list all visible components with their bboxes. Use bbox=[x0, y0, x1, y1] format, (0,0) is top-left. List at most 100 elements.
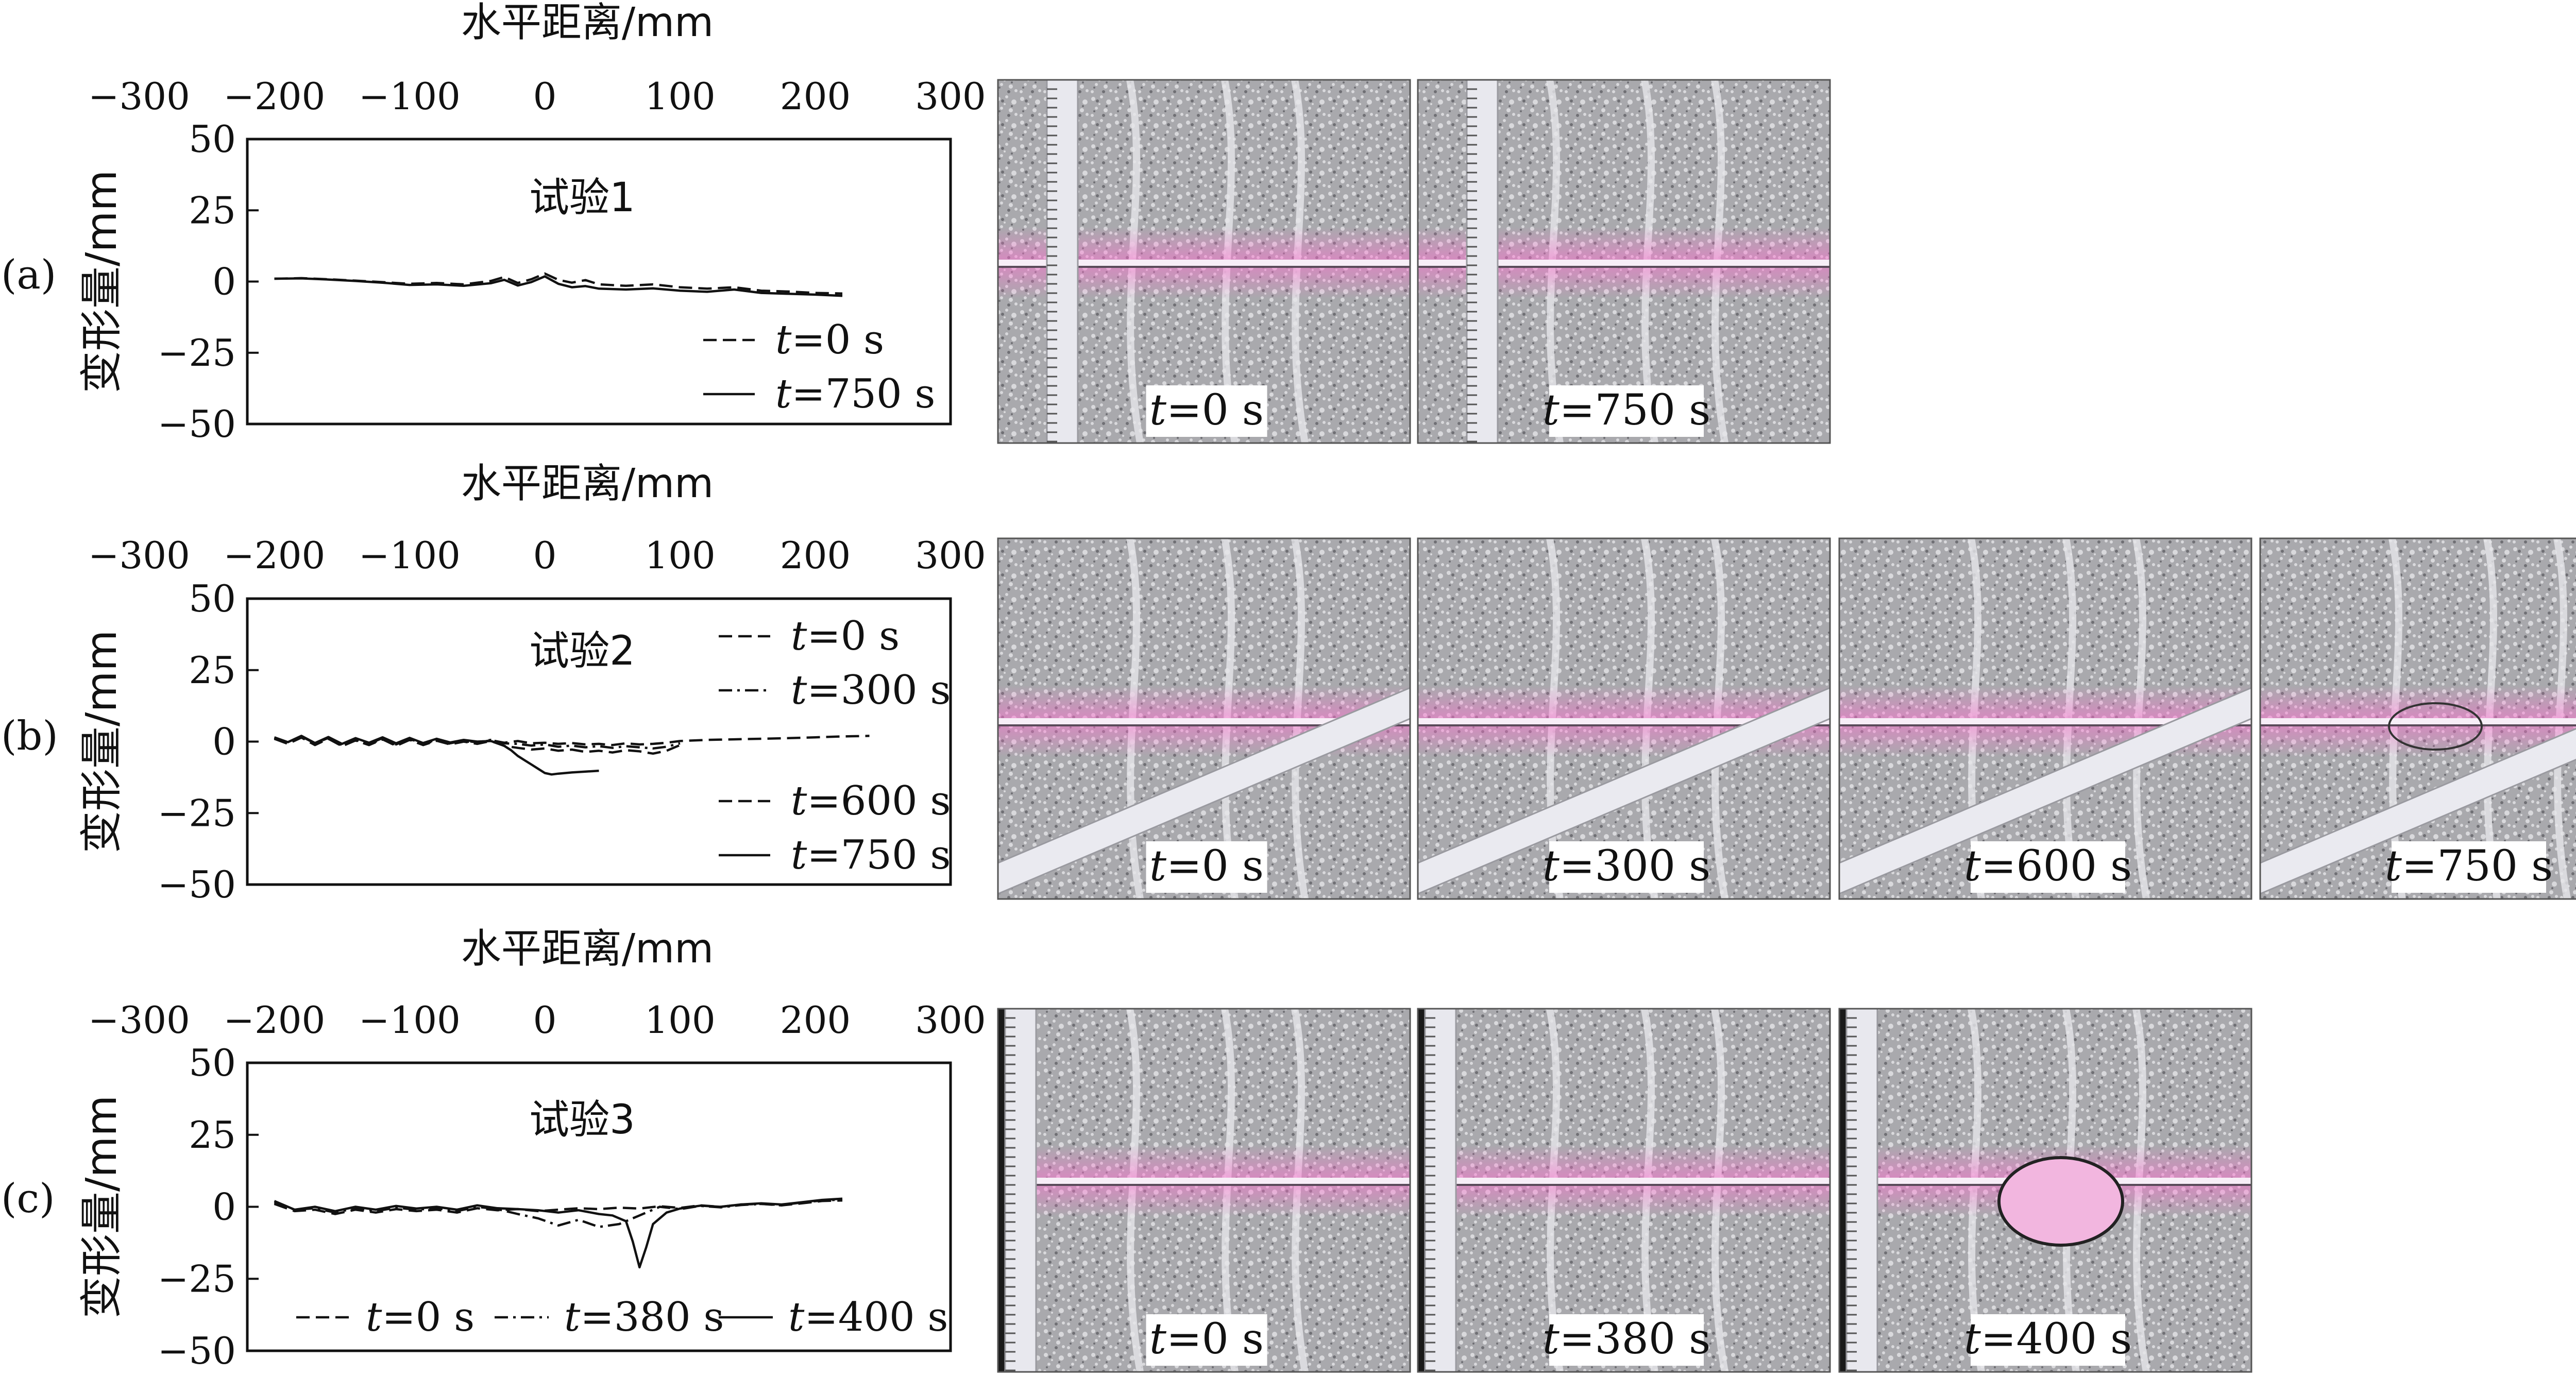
chart-panel-2: 水平距离/mm −300 −200 −100 0 100 200 300 50 25 0 −25 −50… bbox=[1, 461, 986, 906]
ruler bbox=[2260, 727, 2576, 895]
photo-content bbox=[1839, 538, 2251, 899]
y-tick-label: −50 bbox=[158, 863, 236, 906]
ruler bbox=[1046, 80, 1079, 443]
photo-content bbox=[1418, 80, 1830, 443]
legend-label-2: t=750 s bbox=[775, 371, 935, 417]
x-tick-label: −100 bbox=[359, 998, 461, 1042]
photo-edge bbox=[998, 1009, 1005, 1372]
x-tick-label: −100 bbox=[359, 75, 461, 118]
x-tick-label: 200 bbox=[780, 75, 851, 118]
photo-frame bbox=[2259, 537, 2576, 900]
ruler bbox=[1845, 1009, 1878, 1372]
photo-content bbox=[1418, 538, 1830, 899]
y-tick-label: 50 bbox=[189, 577, 236, 620]
series-line-4 bbox=[274, 735, 599, 776]
x-tick-label: 200 bbox=[780, 998, 851, 1042]
photo-frame bbox=[997, 1008, 1411, 1373]
y-tick-label: 25 bbox=[189, 1113, 236, 1157]
y-axis-title: 变形量/mm bbox=[77, 630, 126, 853]
x-tick-label: −200 bbox=[224, 75, 326, 118]
photo-panel: t=600 s bbox=[1838, 537, 2252, 900]
photo-frame bbox=[1838, 1008, 2252, 1373]
legend: t=0 s t=750 s bbox=[703, 317, 935, 417]
y-tick-label: 50 bbox=[189, 1041, 236, 1084]
photo-time-label: t=380 s bbox=[1543, 1315, 1710, 1364]
y-axis-title: 变形量/mm bbox=[77, 170, 126, 393]
x-tick-label: −200 bbox=[224, 534, 326, 577]
x-tick-label: 100 bbox=[645, 75, 715, 118]
test-annotation: 试验3 bbox=[529, 1097, 635, 1143]
y-tick-label: −50 bbox=[158, 1329, 236, 1372]
photo-content bbox=[1839, 1009, 2251, 1372]
legend-label-1: t=0 s bbox=[791, 613, 900, 659]
photo-time-label: t=0 s bbox=[1149, 1315, 1264, 1364]
x-tick-label: −300 bbox=[88, 75, 190, 118]
y-tick-label: 25 bbox=[189, 189, 236, 232]
test-annotation: 试验1 bbox=[529, 175, 635, 221]
y-tick-label: 50 bbox=[189, 117, 236, 161]
photo-time-label: t=600 s bbox=[1964, 842, 2132, 891]
legend-label-2: t=380 s bbox=[564, 1294, 724, 1340]
photo-panel: t=380 s bbox=[1417, 1008, 1831, 1373]
y-tick-label: 0 bbox=[212, 720, 236, 763]
photo-panel: t=400 s bbox=[1838, 1008, 2252, 1373]
legend-label-1: t=0 s bbox=[366, 1294, 474, 1340]
x-tick-label: −300 bbox=[88, 534, 190, 577]
series-line-1 bbox=[274, 272, 843, 295]
y-tick-label: −25 bbox=[158, 1257, 236, 1300]
chart-panel-3: 水平距离/mm −300 −200 −100 0 100 200 300 50 25 0 −25 −50… bbox=[1, 926, 986, 1372]
x-axis-title: 水平距离/mm bbox=[461, 926, 714, 972]
photo-time-label: t=300 s bbox=[1543, 842, 1710, 891]
x-tick-label: 200 bbox=[780, 534, 851, 577]
photo-content bbox=[2260, 538, 2576, 899]
series-line-3 bbox=[274, 1197, 843, 1269]
photo-content bbox=[998, 538, 1410, 899]
y-tick-label: 0 bbox=[212, 1185, 236, 1229]
panel-tag: (a) bbox=[1, 252, 56, 298]
photo-time-label-bg bbox=[1971, 1314, 2125, 1366]
legend-label-2: t=300 s bbox=[791, 667, 951, 714]
ruler bbox=[998, 687, 1410, 895]
photo-panel: t=0 s bbox=[997, 1008, 1411, 1373]
photo-edge bbox=[1839, 1009, 1846, 1372]
ruler bbox=[1839, 687, 2251, 895]
photo-time-label: t=0 s bbox=[1149, 386, 1264, 435]
photo-frame bbox=[1838, 537, 2252, 900]
x-axis-title: 水平距离/mm bbox=[461, 461, 714, 507]
photo-time-label-bg bbox=[2392, 841, 2546, 893]
legend: t=0 s t=300 s t=600 s t=750 s bbox=[719, 613, 951, 878]
photo-time-label: t=750 s bbox=[1543, 386, 1710, 435]
photo-frame bbox=[997, 537, 1411, 900]
x-axis-title: 水平距离/mm bbox=[461, 0, 714, 46]
photo-frame bbox=[1417, 537, 1831, 900]
photo-panel: t=0 s bbox=[997, 537, 1411, 900]
x-tick-label: 300 bbox=[915, 534, 986, 577]
x-tick-label: −300 bbox=[88, 998, 190, 1042]
photo-frame bbox=[1417, 1008, 1831, 1373]
panel-tag: (c) bbox=[1, 1176, 55, 1222]
photo-panel: t=750 s bbox=[1417, 79, 1831, 444]
photo-edge bbox=[1418, 1009, 1425, 1372]
y-tick-label: −25 bbox=[158, 331, 236, 375]
photo-panel: t=750 s bbox=[2259, 537, 2576, 900]
photo-content bbox=[998, 1009, 1410, 1372]
ruler bbox=[1466, 80, 1499, 443]
x-tick-label: 100 bbox=[645, 534, 715, 577]
chart-panel-1: 水平距离/mm −300 −200 −100 0 100 200 300 50 25 0 −25 −50… bbox=[1, 0, 986, 446]
legend-label-4: t=750 s bbox=[791, 832, 951, 878]
photo-time-label-bg bbox=[1146, 385, 1267, 437]
y-axis-title: 变形量/mm bbox=[77, 1095, 126, 1318]
photo-time-label: t=0 s bbox=[1149, 842, 1264, 891]
photo-panel: t=300 s bbox=[1417, 537, 1831, 900]
subsidence-rim bbox=[2388, 702, 2483, 751]
x-tick-label: −200 bbox=[224, 998, 326, 1042]
ruler bbox=[1424, 1009, 1457, 1372]
panel-tag: (b) bbox=[1, 713, 58, 759]
photo-time-label: t=400 s bbox=[1964, 1315, 2132, 1364]
photo-time-label-bg bbox=[1971, 841, 2125, 893]
x-tick-label: 100 bbox=[645, 998, 715, 1042]
legend-label-3: t=400 s bbox=[788, 1294, 948, 1340]
photo-time-label-bg bbox=[1146, 841, 1267, 893]
